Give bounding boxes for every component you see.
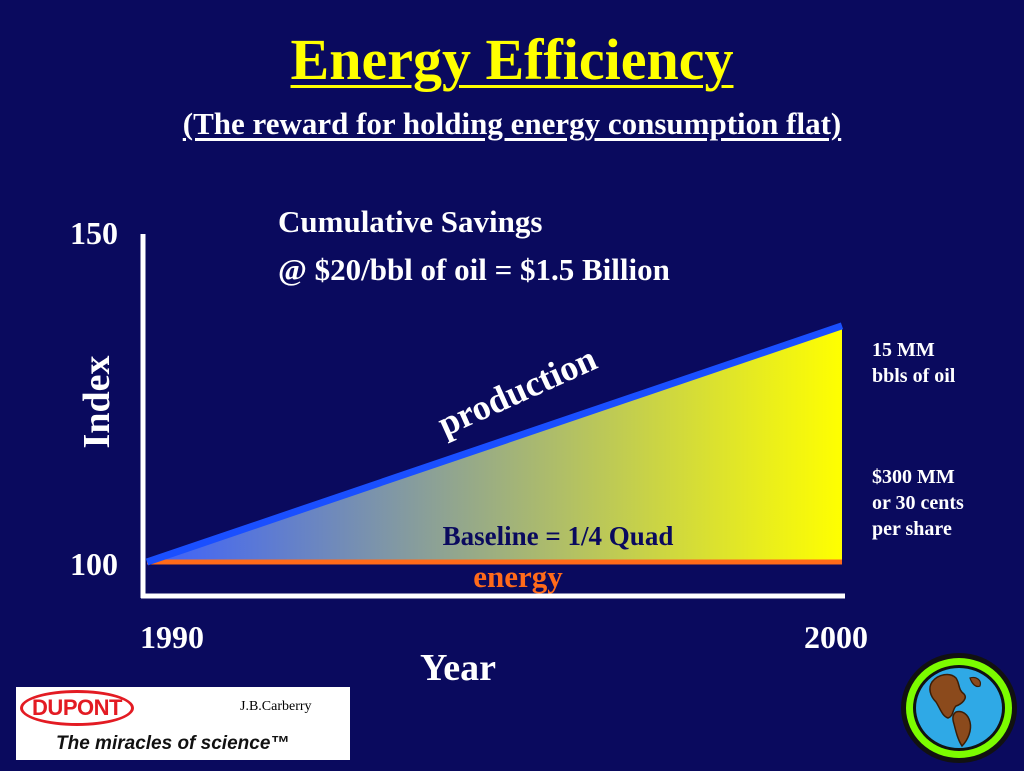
y-tick-label-100: 100 xyxy=(70,546,118,582)
savings-annotation-line1: Cumulative Savings xyxy=(278,204,542,239)
energy-series-label: energy xyxy=(473,559,563,594)
y-axis-label: Index xyxy=(76,356,118,449)
globe-icon xyxy=(898,650,1020,771)
oil-savings-note: 15 MM bbls of oil xyxy=(872,337,955,389)
slide-title: Energy Efficiency xyxy=(290,27,734,92)
value-note-line3: per share xyxy=(872,518,952,540)
baseline-label: Baseline = 1/4 Quad xyxy=(443,521,674,551)
footer-logo-panel: DUPONT J.B.Carberry The miracles of scie… xyxy=(16,687,350,760)
savings-annotation-line2: @ $20/bbl of oil = $1.5 Billion xyxy=(278,252,670,287)
value-note-line1: $300 MM xyxy=(872,466,955,488)
value-savings-note: $300 MM or 30 cents per share xyxy=(872,464,964,542)
oil-note-line2: bbls of oil xyxy=(872,365,956,387)
production-series-line xyxy=(145,322,844,566)
y-tick-label-150: 150 xyxy=(70,215,118,251)
x-tick-label-1990: 1990 xyxy=(140,619,204,655)
slide-subtitle: (The reward for holding energy consumpti… xyxy=(182,106,842,141)
x-tick-label-2000: 2000 xyxy=(804,619,868,655)
brand-tagline: The miracles of science™ xyxy=(56,733,290,754)
value-note-line2: or 30 cents xyxy=(872,492,964,514)
author-credit: J.B.Carberry xyxy=(240,699,312,714)
x-axis-label: Year xyxy=(420,647,496,689)
dupont-oval-logo: DUPONT xyxy=(20,690,134,726)
oil-note-line1: 15 MM xyxy=(872,339,935,361)
